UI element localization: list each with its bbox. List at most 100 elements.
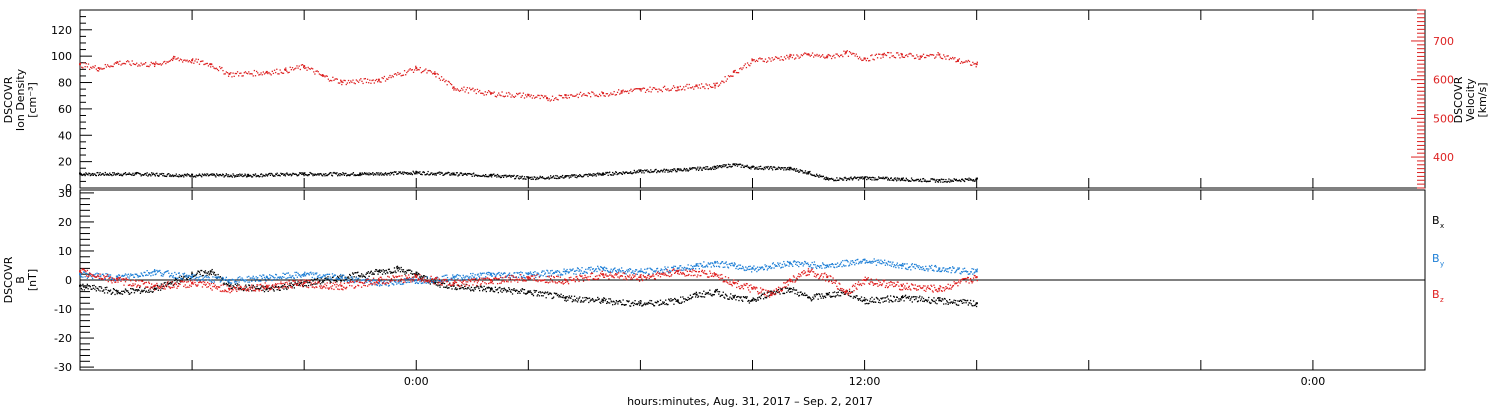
density-series-sample xyxy=(167,173,169,175)
velocity-series-sample xyxy=(561,97,564,99)
bx-series-sample xyxy=(837,291,839,293)
density-series-sample xyxy=(281,173,283,175)
density-series-sample xyxy=(849,177,851,179)
bx-series-sample xyxy=(461,286,464,289)
bx-series-sample xyxy=(430,279,432,282)
by-series-sample xyxy=(422,282,424,284)
velocity-series-sample xyxy=(964,61,966,63)
bx-series-sample xyxy=(263,290,266,293)
bx-series-sample xyxy=(956,304,958,306)
bx-series-sample xyxy=(304,284,306,287)
bx-series-sample xyxy=(235,287,237,289)
density-series-sample xyxy=(325,173,327,175)
density-series-sample xyxy=(765,166,768,168)
bx-series-sample xyxy=(324,277,326,280)
bx-series-sample xyxy=(286,286,289,288)
velocity-series-sample xyxy=(652,87,655,89)
density-series-sample xyxy=(839,177,841,179)
by-series-sample xyxy=(734,263,736,265)
by-series-sample xyxy=(828,264,831,266)
velocity-series-sample xyxy=(765,61,768,63)
velocity-series-sample xyxy=(378,79,380,82)
by-series-sample xyxy=(801,262,803,264)
by-series-sample xyxy=(569,268,571,270)
by-series-sample xyxy=(249,277,251,279)
bx-series-sample xyxy=(134,289,136,292)
density-series-sample xyxy=(742,166,745,168)
density-series-sample xyxy=(662,169,665,171)
bx-series-sample xyxy=(94,288,96,290)
by-series-sample xyxy=(786,264,788,267)
bx-series-sample xyxy=(123,290,125,292)
bz-series-sample xyxy=(171,286,174,289)
density-series-sample xyxy=(434,174,436,176)
density-series-sample xyxy=(594,173,596,175)
bx-series-sample xyxy=(874,301,876,303)
density-series-sample xyxy=(972,179,975,181)
velocity-series-sample xyxy=(165,62,167,65)
by-series-sample xyxy=(80,276,83,278)
velocity-series-sample xyxy=(549,100,551,102)
bx-series-sample xyxy=(779,293,781,295)
bx-series-sample xyxy=(600,302,602,304)
by-series-sample xyxy=(736,265,739,267)
by-series-sample xyxy=(148,273,151,275)
by-series-sample xyxy=(541,270,544,272)
bx-series-point xyxy=(116,290,119,293)
by-series-sample xyxy=(344,277,346,280)
by-series-sample xyxy=(448,279,450,281)
velocity-series-sample xyxy=(173,55,175,58)
velocity-series-sample xyxy=(303,66,305,69)
by-series-sample xyxy=(166,270,168,272)
by-series-sample xyxy=(966,271,968,273)
density-series-sample xyxy=(703,167,706,169)
by-series-sample xyxy=(673,265,675,267)
velocity-series-sample xyxy=(138,64,140,66)
density-series-sample xyxy=(965,178,967,180)
bx-series-sample xyxy=(326,278,328,280)
velocity-series-sample xyxy=(554,97,556,100)
velocity-series-sample xyxy=(97,70,100,72)
bx-series-sample xyxy=(638,301,640,303)
bx-series-sample xyxy=(183,276,185,278)
density-series-sample xyxy=(373,173,375,175)
density-series-sample xyxy=(261,176,263,178)
bz-series-sample xyxy=(147,286,149,288)
density-series-sample xyxy=(913,180,915,182)
velocity-series-sample xyxy=(781,58,783,61)
bx-series-sample xyxy=(887,298,890,300)
density-series-sample xyxy=(518,178,520,180)
velocity-series-sample xyxy=(299,68,301,71)
velocity-series-sample xyxy=(881,53,883,56)
density-series-sample xyxy=(755,168,757,170)
density-series-sample xyxy=(857,176,859,179)
density-series-sample xyxy=(375,174,377,176)
by-series-sample xyxy=(470,277,473,279)
bx-series-sample xyxy=(301,281,303,284)
bx-series-sample xyxy=(739,296,741,298)
by-series-sample xyxy=(954,271,957,273)
bx-series-sample xyxy=(316,277,319,280)
bz-series-sample xyxy=(127,284,130,286)
bx-series-sample xyxy=(527,291,529,293)
velocity-series-sample xyxy=(174,56,176,58)
velocity-series-sample xyxy=(568,97,570,99)
bz-series-sample xyxy=(260,289,263,292)
density-series-sample xyxy=(840,178,842,180)
density-series-sample xyxy=(170,175,172,178)
bx-series-sample xyxy=(112,288,115,290)
bx-series-sample xyxy=(832,291,834,294)
bx-series-sample xyxy=(414,273,416,275)
velocity-series-sample xyxy=(821,54,824,56)
density-series-sample xyxy=(221,173,224,175)
bx-series-sample xyxy=(84,286,86,288)
by-series-sample xyxy=(316,276,319,278)
bx-series-sample xyxy=(272,285,274,287)
bx-series-sample xyxy=(913,295,915,298)
by-series-sample xyxy=(700,265,703,267)
velocity-series-sample xyxy=(694,86,696,88)
density-series-sample xyxy=(590,174,592,176)
by-series-sample xyxy=(145,274,147,277)
velocity-series-sample xyxy=(524,94,527,96)
by-series-sample xyxy=(523,276,526,279)
